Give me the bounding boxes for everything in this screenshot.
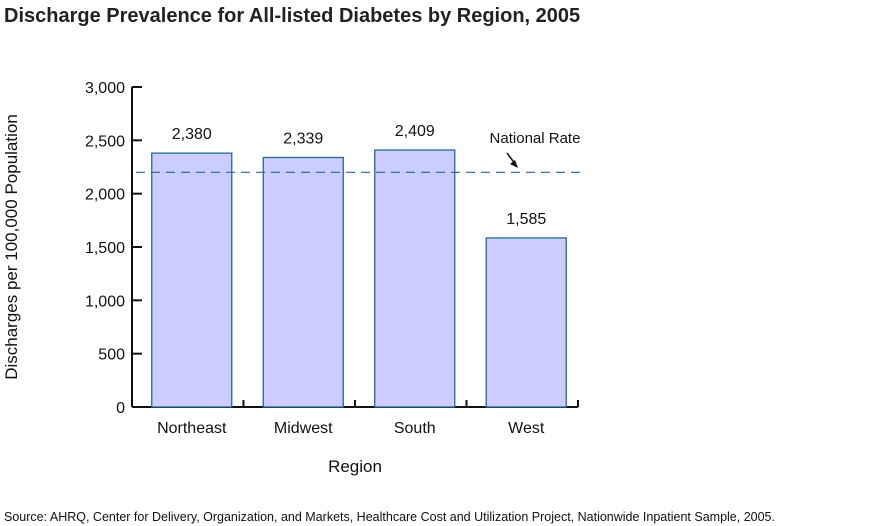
bar-south — [374, 149, 456, 408]
chart-title: Discharge Prevalence for All-listed Diab… — [4, 5, 580, 27]
data-label: 2,339 — [283, 131, 323, 148]
data-label: 1,585 — [506, 211, 546, 228]
y-axis: 0 500 1,000 1,500 2,000 2,500 3,000 — [85, 80, 142, 417]
y-tick-label: 2,000 — [85, 187, 125, 204]
national-rate-label: National Rate — [490, 130, 581, 147]
bars: 2,380 2,339 2,409 1,585 — [151, 123, 567, 408]
x-tick-label: South — [394, 420, 436, 437]
y-tick-label: 1,000 — [85, 293, 125, 310]
x-tick-label: Midwest — [274, 420, 333, 437]
x-axis-label: Region — [328, 457, 382, 476]
x-tick-label: West — [508, 420, 545, 437]
y-tick-label: 500 — [98, 347, 125, 364]
data-label: 2,409 — [395, 123, 435, 140]
y-axis-label: Discharges per 100,000 Population — [2, 114, 21, 380]
national-rate-line-group: National Rate — [136, 130, 581, 173]
x-tick-label: Northeast — [157, 420, 227, 437]
y-tick-label: 1,500 — [85, 240, 125, 257]
y-tick-label: 2,500 — [85, 133, 125, 150]
y-tick-label: 3,000 — [85, 80, 125, 97]
bar-northeast — [151, 152, 233, 408]
source-note: Source: AHRQ, Center for Delivery, Organ… — [4, 510, 775, 524]
arrowhead-icon — [510, 160, 518, 168]
y-tick-label: 0 — [116, 400, 125, 417]
data-label: 2,380 — [172, 126, 212, 143]
bar-west — [485, 237, 567, 408]
bar-midwest — [262, 156, 344, 408]
